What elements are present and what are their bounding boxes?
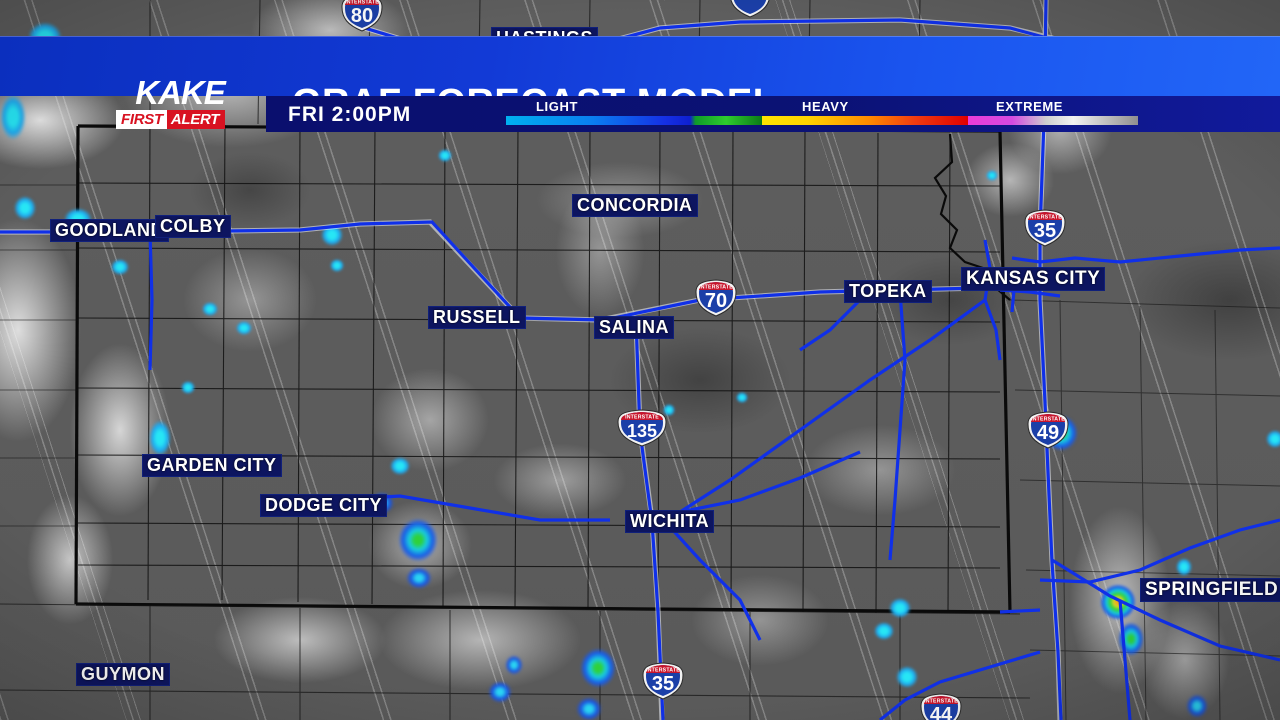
legend-label-heavy: HEAVY [802,99,849,114]
city-label-goodland: GOODLAND [50,219,169,242]
precip-cell [576,697,602,720]
svg-text:35: 35 [1034,220,1056,242]
city-label-wichita: WICHITA [625,510,715,533]
precip-cell [181,381,195,394]
city-label-salina: SALINA [594,316,674,339]
interstate-shield-80[interactable]: INTERSTATE80 [340,0,384,32]
legend-label-extreme: EXTREME [996,99,1064,114]
precip-cell [488,681,512,703]
precip-cell [14,196,36,220]
intensity-legend: LIGHT HEAVY EXTREME [506,96,1276,132]
precip-cell [505,655,523,675]
svg-text:INTERSTATE: INTERSTATE [924,699,958,705]
legend-gradient-heavy [762,116,968,125]
interstate-shield-35[interactable]: INTERSTATE35 [641,660,685,700]
city-label-russell: RUSSELL [428,306,526,329]
legend-bar: FRI 2:00PM LIGHT HEAVY EXTREME [266,96,1280,132]
precip-cell [874,622,894,640]
interstate-shield-partial[interactable]: INTERSTATE [728,0,772,18]
precip-cell [1100,584,1136,620]
precip-cell [1186,694,1208,718]
svg-text:INTERSTATE: INTERSTATE [345,0,379,6]
svg-text:80: 80 [351,5,373,27]
precip-cell [438,149,452,162]
city-label-topeka: TOPEKA [844,280,932,303]
city-label-dodge-city: DODGE CITY [260,494,388,517]
city-label-garden-city: GARDEN CITY [142,454,282,477]
precip-cell [1176,558,1192,576]
precip-cell [398,518,438,562]
legend-gradient-extreme [968,116,1138,125]
city-label-colby: COLBY [155,215,231,238]
svg-text:44: 44 [930,704,953,720]
precip-cell [663,404,675,416]
interstate-shield-70[interactable]: INTERSTATE70 [694,277,738,317]
precip-cell [1266,430,1280,448]
svg-text:135: 135 [627,421,657,441]
interstate-shield-44[interactable]: INTERSTATE44 [919,691,963,720]
forecast-timestamp: FRI 2:00PM [288,103,412,126]
precip-cell [149,420,171,456]
interstate-shield-35[interactable]: INTERSTATE35 [1023,207,1067,247]
precip-cell [202,302,218,316]
svg-text:INTERSTATE: INTERSTATE [1031,417,1065,423]
precip-cell [889,598,911,618]
svg-text:70: 70 [705,290,727,312]
alert-label: ALERT [166,110,226,129]
precip-cell [986,170,998,181]
precip-cell [406,567,432,589]
legend-gradient-light [506,116,762,125]
city-label-guymon: GUYMON [76,663,170,686]
precip-cell [390,457,410,475]
precip-cell [580,648,616,688]
kake-first-alert-logo[interactable]: KAKE FIRST ALERT [116,74,244,129]
precip-cell [330,259,344,272]
svg-text:INTERSTATE: INTERSTATE [1028,215,1062,221]
precip-cell [236,321,252,335]
legend-label-light: LIGHT [536,99,578,114]
svg-text:35: 35 [652,673,674,695]
svg-text:49: 49 [1037,422,1059,444]
city-label-kansas-city: KANSAS CITY [961,267,1106,291]
interstate-shield-135[interactable]: INTERSTATE135 [616,407,668,447]
precip-cell [896,666,918,688]
svg-text:INTERSTATE: INTERSTATE [625,415,659,421]
header-banner: KAKE FIRST ALERT GRAF FORECAST MODEL [0,36,1280,129]
city-label-concordia: CONCORDIA [572,194,698,217]
first-label: FIRST [116,110,167,129]
city-label-springfield: SPRINGFIELD [1140,578,1280,602]
precip-cell [0,94,26,140]
precip-cell [736,392,748,403]
svg-text:INTERSTATE: INTERSTATE [699,285,733,291]
svg-text:INTERSTATE: INTERSTATE [646,668,680,674]
first-alert-badge: FIRST ALERT [116,110,244,129]
precip-cell [111,259,129,275]
kake-wordmark: KAKE [135,74,226,111]
interstate-shield-49[interactable]: INTERSTATE49 [1026,409,1070,449]
